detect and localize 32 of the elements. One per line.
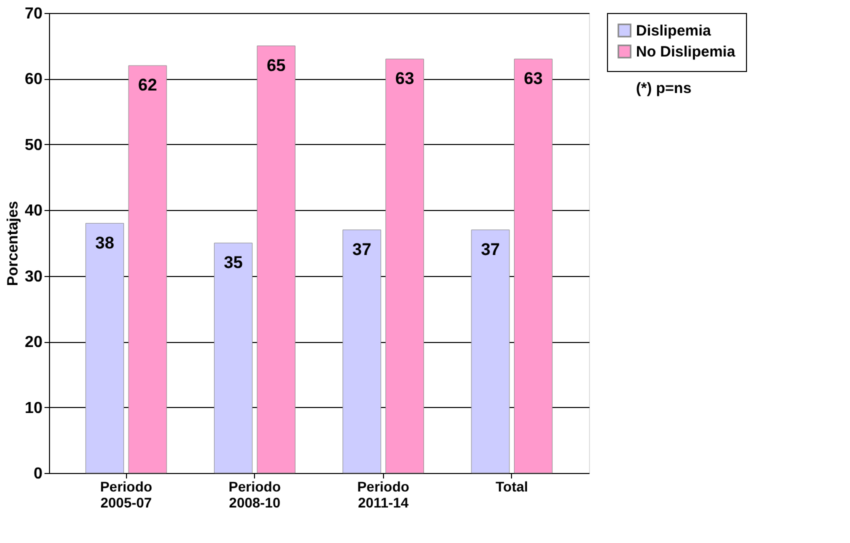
x-tick-label: Periodo 2011-14	[357, 478, 410, 510]
y-tick-label: 10	[24, 400, 43, 417]
bar	[514, 58, 553, 474]
bar	[342, 230, 382, 474]
y-axis-title: Porcentajes	[4, 200, 22, 286]
bar	[85, 223, 124, 474]
y-tick-label: 60	[24, 71, 43, 88]
text: (*) p=ns	[636, 80, 692, 97]
y-tick-label: 30	[24, 268, 43, 286]
y-tick-label: 50	[24, 136, 43, 154]
data-label: 65	[266, 56, 286, 75]
data-label: 63	[395, 69, 414, 88]
bar	[385, 58, 424, 474]
data-label: 37	[352, 240, 372, 259]
data-label: 38	[95, 233, 114, 252]
legend-label: No Dislipemia	[636, 44, 736, 60]
data-label: 37	[480, 240, 500, 259]
bar	[128, 65, 167, 474]
y-tick-label: 20	[24, 334, 43, 352]
x-tick-label: Total	[496, 478, 528, 494]
legend-label: Dislipemia	[636, 22, 712, 40]
x-tick-label: Periodo 2005-07	[100, 478, 152, 510]
x-tick-label: Periodo 2008-10	[228, 478, 281, 510]
y-tick-label: 0	[34, 466, 43, 482]
bar	[471, 230, 510, 474]
y-tick-label: 40	[24, 202, 43, 220]
y-tick-label: 70	[24, 6, 43, 22]
data-label: 63	[524, 69, 543, 88]
bar	[256, 46, 296, 474]
bar	[214, 242, 253, 474]
data-label: 35	[224, 253, 243, 272]
data-label: 62	[138, 76, 158, 95]
